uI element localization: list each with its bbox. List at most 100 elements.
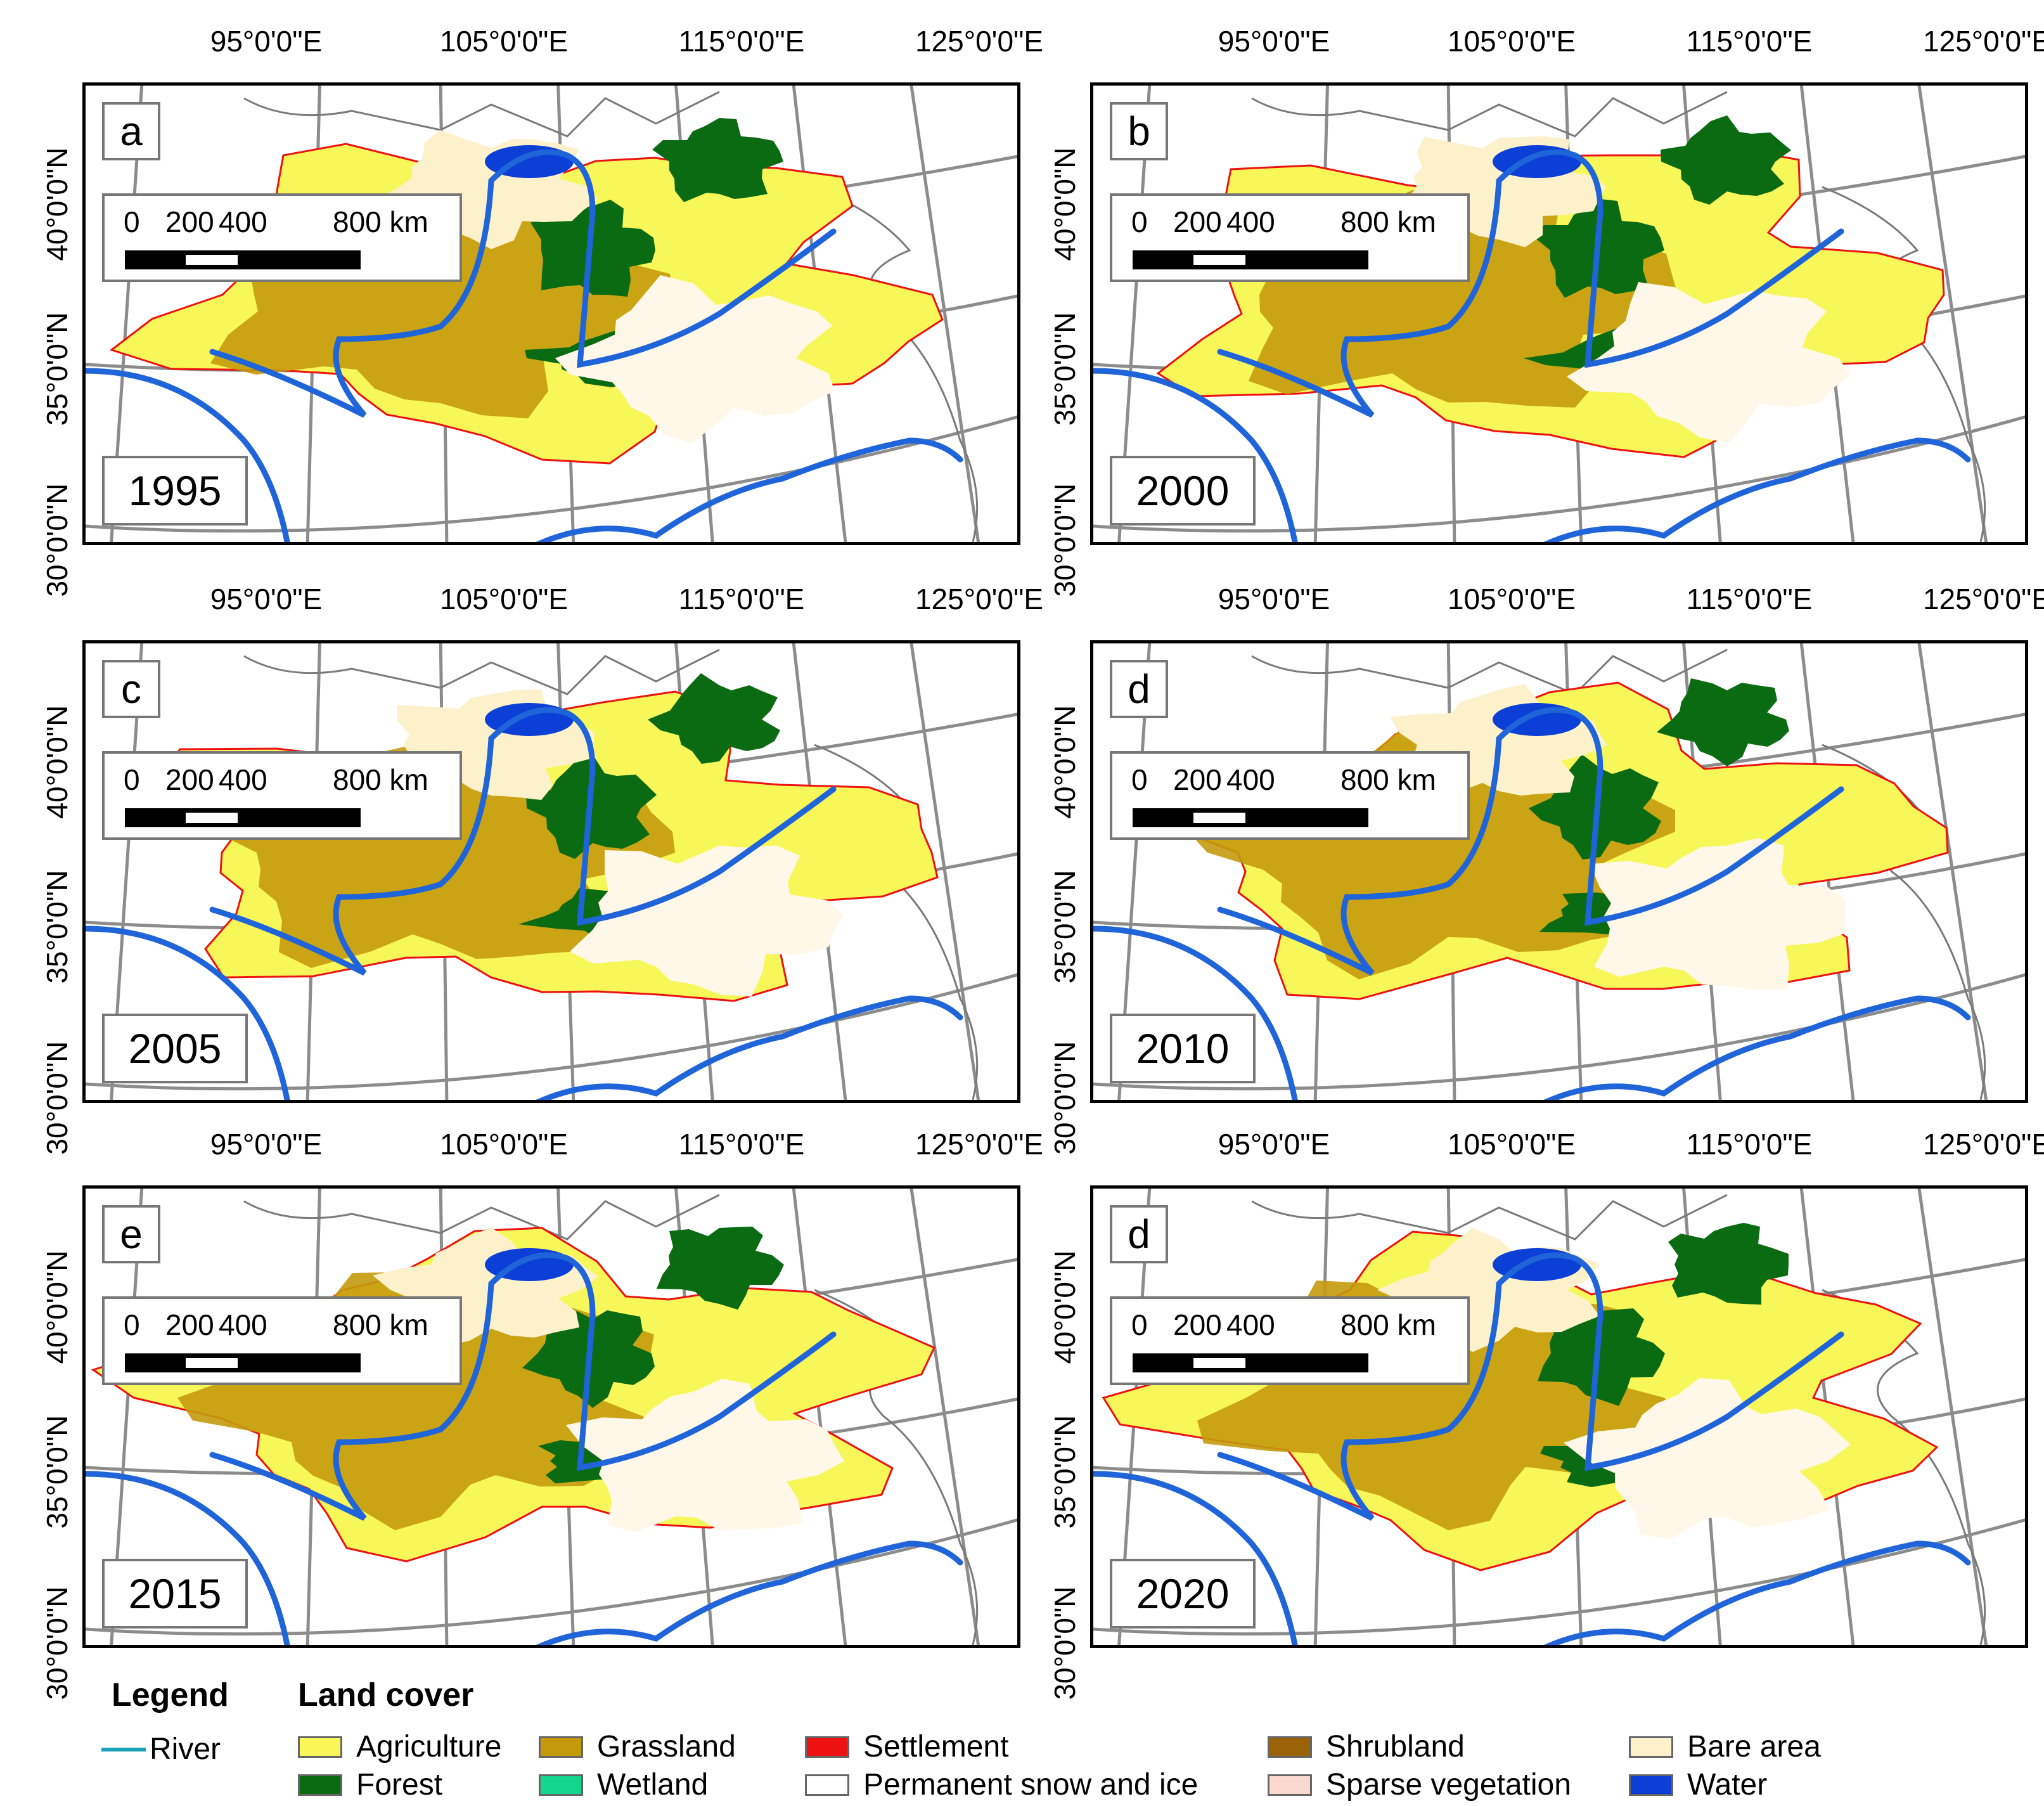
scale-bar: 0 200 400 800 km <box>102 193 462 282</box>
longitude-label: 125°0'0"E <box>1922 25 2044 58</box>
latitude-label: 40°0'0"N <box>1048 705 1081 819</box>
latitude-label: 35°0'0"N <box>1048 312 1081 426</box>
scale-label: 400 <box>1226 763 1275 796</box>
scale-label: 0 <box>1131 763 1148 796</box>
scale-label: 800 km <box>1340 205 1436 238</box>
scale-label: 200 <box>165 1308 214 1341</box>
grassland-area <box>190 722 675 968</box>
longitude-label: 125°0'0"E <box>915 1128 1044 1161</box>
legend-item: Grassland <box>539 1729 736 1764</box>
longitude-label: 115°0'0"E <box>1686 25 1813 58</box>
panel-letter: d <box>1110 1205 1168 1263</box>
legend-swatch <box>1268 1736 1312 1758</box>
scale-label: 800 km <box>1340 763 1436 796</box>
scale-bar-graphic <box>1133 1353 1368 1372</box>
longitude-label: 115°0'0"E <box>678 25 805 58</box>
legend-item: Water <box>1629 1767 1767 1802</box>
forest-area-1 <box>530 200 655 297</box>
legend-item-label: Grassland <box>597 1730 736 1764</box>
map-panel: c 0 200 400 800 km 2005 95°0'0"E 105°0'0"E… <box>41 583 1043 1155</box>
land-cover-title: Land cover <box>298 1677 474 1713</box>
legend-swatch <box>298 1736 342 1758</box>
legend-item: Agriculture <box>298 1729 501 1764</box>
river-line-icon <box>101 1747 146 1751</box>
longitude-label: 95°0'0"E <box>210 583 323 616</box>
legend-river-label: River <box>150 1732 221 1766</box>
legend-swatch <box>1629 1774 1673 1796</box>
scale-label: 200 <box>1173 205 1222 238</box>
longitude-label: 105°0'0"E <box>439 1128 569 1161</box>
legend-item-label: Permanent snow and ice <box>863 1768 1199 1802</box>
longitude-label: 115°0'0"E <box>678 583 805 616</box>
scale-label: 0 <box>1131 1308 1148 1341</box>
panel-letter: b <box>1110 102 1168 160</box>
river-network <box>1093 149 1971 542</box>
scale-label: 0 <box>124 1308 140 1341</box>
longitude-label: 115°0'0"E <box>1686 1128 1813 1161</box>
scale-label: 400 <box>1226 1308 1275 1341</box>
latitude-label: 40°0'0"N <box>1048 147 1081 261</box>
scale-label: 0 <box>1131 205 1148 238</box>
scale-label: 200 <box>1173 1308 1222 1341</box>
basin-map <box>86 1189 1017 1645</box>
map-panel: d 0 200 400 800 km 2010 95°0'0"E 105°0'0"E… <box>1048 583 2044 1155</box>
sparse-area <box>566 1379 844 1532</box>
sparse-area <box>555 275 835 444</box>
legend-item: Settlement <box>805 1729 1008 1764</box>
legend-title: Legend <box>112 1677 229 1713</box>
longitude-label: 105°0'0"E <box>1447 1128 1576 1161</box>
panel-letter: d <box>1110 660 1168 718</box>
panel-year: 1995 <box>102 456 248 526</box>
legend-item: Permanent snow and ice <box>805 1767 1198 1802</box>
legend-item: Sparse vegetation <box>1268 1767 1571 1802</box>
longitude-label: 105°0'0"E <box>439 583 569 616</box>
latitude-label: 35°0'0"N <box>41 312 74 426</box>
river-network <box>86 707 963 1100</box>
latitude-label: 30°0'0"N <box>1048 1041 1081 1155</box>
legend-item: Bare area <box>1629 1729 1821 1764</box>
latitude-label: 40°0'0"N <box>1048 1250 1081 1364</box>
latitude-label: 40°0'0"N <box>41 705 74 819</box>
map-legend: Legend River Land cover Agriculture Fore… <box>0 1661 2044 1806</box>
legend-swatch <box>539 1774 583 1796</box>
map-frame: d 0 200 400 800 km 2010 <box>1090 640 2028 1103</box>
sparse-area <box>1564 1378 1851 1539</box>
scale-bar-graphic <box>125 250 361 269</box>
scale-label: 400 <box>219 763 267 796</box>
legend-swatch <box>805 1774 849 1796</box>
map-panel: b 0 200 400 800 km 2000 95°0'0"E 105°0'0"E… <box>1048 25 2044 597</box>
panel-letter: c <box>102 660 160 718</box>
legend-item-label: Wetland <box>597 1768 709 1802</box>
scale-label: 400 <box>1226 205 1275 238</box>
legend-item-label: Bare area <box>1687 1730 1821 1764</box>
legend-item-label: Forest <box>356 1768 443 1802</box>
sparse-area <box>570 846 843 997</box>
map-panel: a 0 200 400 800 km 1995 95°0'0"E 105°0'0"E… <box>41 25 1043 597</box>
scale-bar-graphic <box>125 1353 361 1372</box>
scale-bar: 0 200 400 800 km <box>102 1296 462 1385</box>
scale-bar-graphic <box>1133 808 1368 827</box>
longitude-label: 125°0'0"E <box>1922 583 2044 616</box>
longitude-label: 125°0'0"E <box>915 25 1044 58</box>
longitude-label: 105°0'0"E <box>439 25 569 58</box>
scale-bar: 0 200 400 800 km <box>1110 193 1470 282</box>
forest-area-2 <box>652 118 783 202</box>
longitude-label: 125°0'0"E <box>915 583 1044 616</box>
latitude-label: 30°0'0"N <box>1048 483 1081 597</box>
scale-label: 400 <box>219 1308 267 1341</box>
sparse-area <box>1590 838 1847 990</box>
map-panel: e 0 200 400 800 km 2015 95°0'0"E 105°0'0"E… <box>41 1128 1043 1700</box>
scale-label: 0 <box>124 763 140 796</box>
panel-year: 2000 <box>1110 456 1256 526</box>
forest-area-2 <box>1668 1223 1789 1305</box>
scale-label: 400 <box>219 205 267 238</box>
panel-letter: a <box>102 102 160 160</box>
map-frame: c 0 200 400 800 km 2005 <box>82 640 1020 1103</box>
latitude-label: 40°0'0"N <box>41 147 74 261</box>
longitude-label: 95°0'0"E <box>210 1128 323 1161</box>
map-panel: d 0 200 400 800 km 2020 95°0'0"E 105°0'0"E… <box>1048 1128 2044 1700</box>
legend-item-label: Settlement <box>863 1730 1009 1764</box>
scale-label: 800 km <box>333 763 428 796</box>
panel-year: 2020 <box>1110 1559 1256 1629</box>
map-frame: e 0 200 400 800 km 2015 <box>82 1185 1020 1648</box>
